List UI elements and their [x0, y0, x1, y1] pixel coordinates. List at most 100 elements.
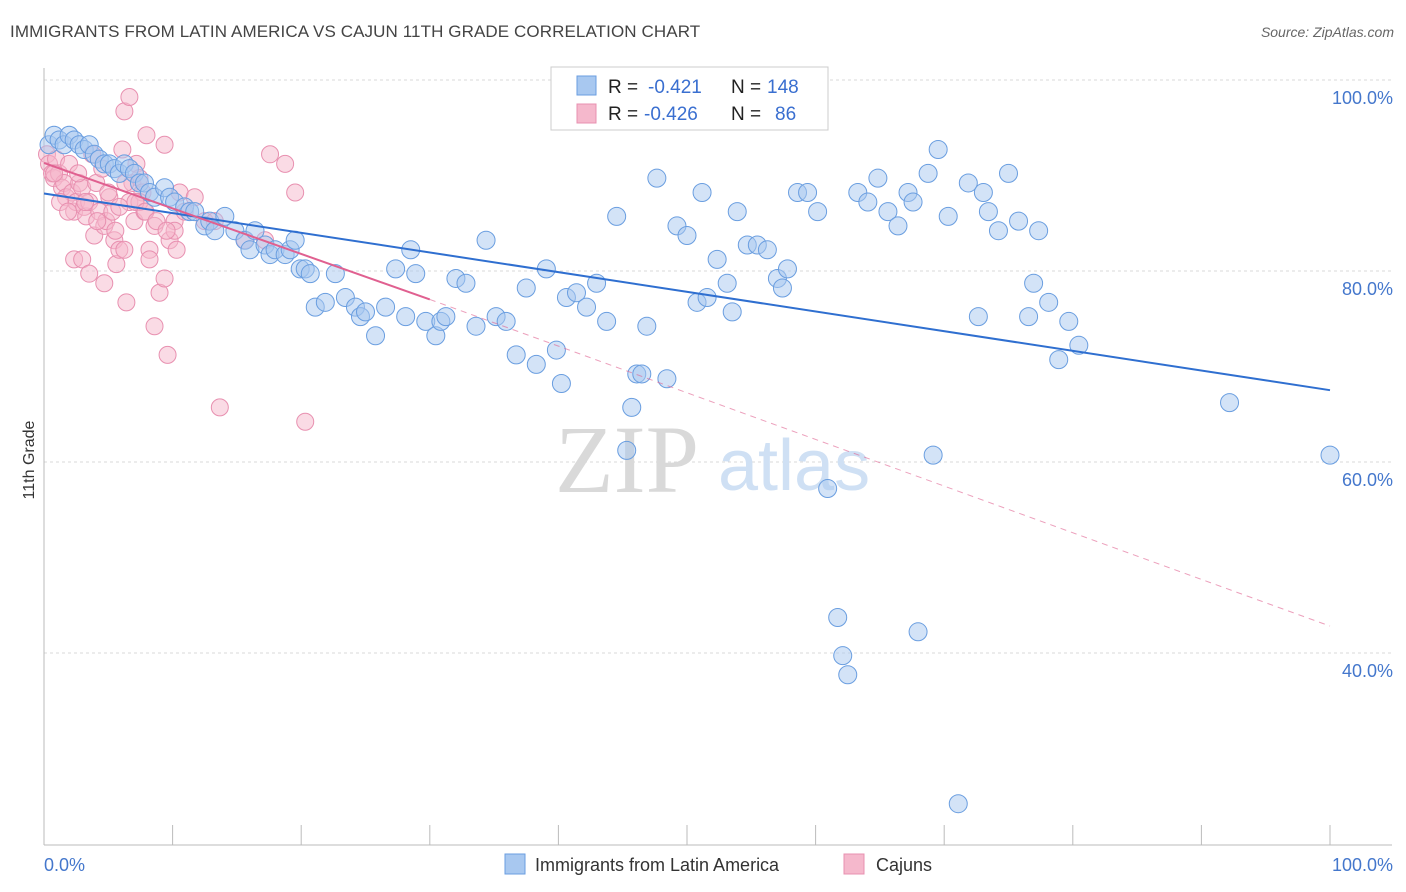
- latin-america-point: [1320, 445, 1340, 465]
- legend-n-label-pink: N =: [731, 104, 761, 125]
- latin-america-point: [717, 273, 737, 293]
- latin-america-point: [386, 259, 406, 279]
- latin-america-point: [476, 230, 496, 250]
- latin-america-point: [622, 397, 642, 417]
- latin-america-point: [1049, 350, 1069, 370]
- cajuns-point: [155, 269, 174, 288]
- latin-america-point: [366, 326, 386, 346]
- latin-america-point: [988, 221, 1008, 241]
- latin-america-point: [938, 206, 958, 226]
- latin-america-point: [300, 264, 320, 284]
- watermark: ZIP atlas: [555, 406, 870, 513]
- y-tick-label: 40.0%: [1342, 661, 1393, 681]
- latin-america-point: [617, 440, 637, 460]
- x-tick-labels: 0.0% 100.0%: [44, 855, 1393, 875]
- latin-america-point: [516, 278, 536, 298]
- legend-r-value-pink: -0.426: [644, 104, 698, 125]
- latin-america-point: [903, 192, 923, 212]
- cajuns-point: [106, 221, 125, 240]
- latin-america-point: [798, 183, 818, 202]
- cajuns-point: [158, 345, 177, 364]
- latin-america-point: [928, 140, 948, 160]
- cajuns-point: [88, 212, 107, 231]
- latin-america-point: [396, 307, 416, 327]
- latin-america-point: [496, 311, 516, 331]
- latin-america-point: [858, 192, 878, 212]
- latin-america-trend-line: [43, 192, 1331, 392]
- latin-america-point: [1220, 393, 1240, 413]
- latin-america-point: [1069, 335, 1089, 355]
- latin-america-point: [506, 345, 526, 365]
- cajuns-point: [145, 317, 164, 336]
- latin-america-point: [958, 173, 978, 193]
- y-tick-label: 60.0%: [1342, 470, 1393, 490]
- y-tick-label: 80.0%: [1342, 279, 1393, 299]
- legend-swatch-pink: [576, 103, 597, 124]
- cajuns-point: [120, 88, 139, 106]
- latin-america-point: [808, 202, 828, 222]
- cajuns-point: [59, 202, 78, 221]
- y-axis-label: 11th Grade: [21, 420, 38, 499]
- cajuns-point: [140, 250, 159, 269]
- cajuns-trend-line: [43, 161, 431, 301]
- latin-america-point: [546, 340, 566, 360]
- latin-america-point: [888, 216, 908, 236]
- latin-america-point: [647, 168, 667, 188]
- latin-america-point: [436, 307, 456, 327]
- cajuns-point: [296, 412, 315, 431]
- latin-america-points: [39, 125, 1340, 814]
- latin-america-point: [637, 316, 657, 336]
- latin-america-point: [818, 479, 838, 499]
- series-legend: Immigrants from Latin America Cajuns: [504, 853, 932, 875]
- grid-lines: [44, 79, 1392, 654]
- legend-n-value-pink: 86: [775, 104, 796, 125]
- legend-n-label-blue: N =: [731, 77, 761, 98]
- latin-america-point: [722, 302, 742, 322]
- cajuns-point: [80, 264, 99, 283]
- cajuns-point: [137, 126, 156, 145]
- chart-title: IMMIGRANTS FROM LATIN AMERICA VS CAJUN 1…: [10, 22, 701, 41]
- latin-america-point: [908, 622, 928, 642]
- latin-america-point: [406, 264, 426, 284]
- legend-box: [550, 66, 829, 131]
- latin-america-point: [707, 249, 727, 269]
- latin-america-point: [923, 445, 943, 465]
- cajuns-point: [167, 240, 186, 259]
- latin-america-point: [1039, 292, 1059, 312]
- latin-america-point: [597, 311, 617, 331]
- watermark-atlas: atlas: [718, 426, 870, 506]
- cajuns-point: [95, 274, 114, 293]
- latin-america-point: [315, 292, 335, 312]
- latin-america-point: [868, 168, 888, 188]
- latin-america-point: [978, 202, 998, 222]
- latin-america-point: [526, 354, 546, 374]
- latin-america-point: [918, 163, 938, 183]
- latin-america-point: [376, 297, 396, 317]
- cajuns-point: [76, 193, 95, 212]
- latin-america-point: [205, 221, 225, 241]
- latin-america-point: [828, 607, 848, 627]
- latin-america-point: [772, 278, 792, 298]
- legend-swatch-blue: [576, 75, 597, 96]
- latin-america-point: [657, 369, 677, 389]
- bottom-legend-label-pink: Cajuns: [876, 855, 932, 875]
- legend-r-label-blue: R =: [608, 77, 638, 98]
- latin-america-point: [551, 374, 571, 393]
- latin-america-point: [1029, 221, 1049, 241]
- cajuns-point: [69, 164, 88, 183]
- bottom-legend-swatch-pink: [843, 853, 865, 875]
- cajuns-point: [117, 293, 136, 312]
- bottom-legend-swatch-blue: [504, 853, 526, 875]
- cajuns-point: [276, 154, 295, 173]
- latin-america-point: [878, 202, 898, 222]
- latin-america-point: [356, 302, 375, 322]
- cajuns-point: [155, 135, 174, 154]
- y-tick-label: 100.0%: [1332, 88, 1393, 108]
- latin-america-point: [968, 307, 988, 327]
- latin-america-point: [677, 225, 697, 245]
- latin-america-point: [1009, 211, 1029, 231]
- latin-america-point: [727, 202, 747, 222]
- latin-america-point: [777, 259, 797, 279]
- latin-america-point: [757, 240, 777, 260]
- latin-america-point: [285, 230, 305, 250]
